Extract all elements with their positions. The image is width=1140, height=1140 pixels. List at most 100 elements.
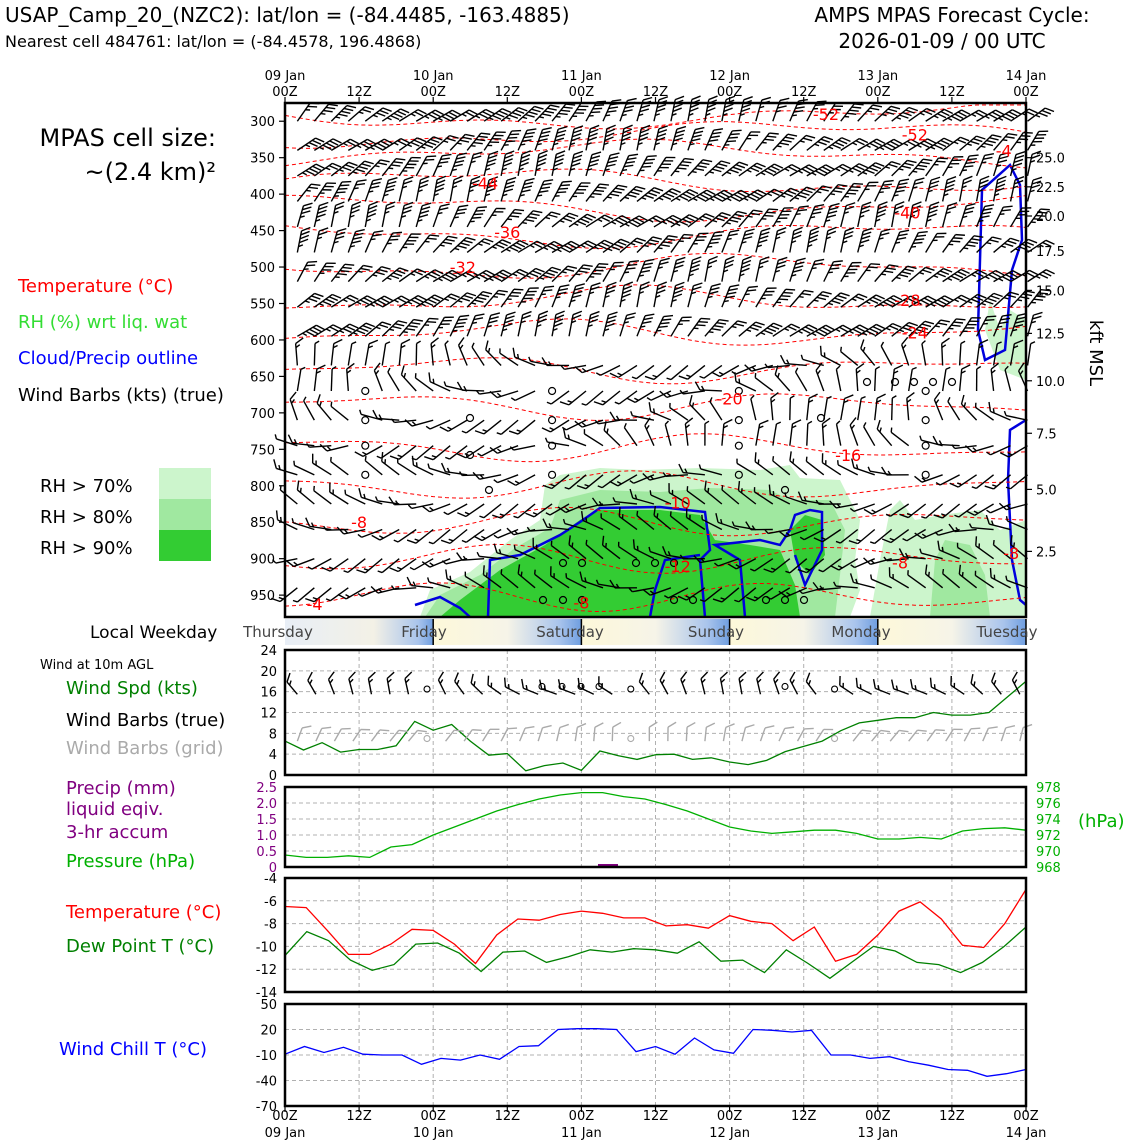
wind-barb (840, 202, 856, 228)
wind-barb-flag (487, 158, 497, 163)
wind-barb-flag (448, 235, 458, 239)
wind-barb-flag (613, 243, 624, 249)
wind-barb-flag (316, 213, 326, 218)
wind-barb (398, 201, 414, 228)
wind-barb-flag (501, 108, 512, 114)
wind-barb-flag (633, 240, 643, 245)
wind-barb-flag (692, 243, 698, 245)
wind-barb-flag (923, 140, 933, 146)
wind-barb-flag (615, 187, 625, 191)
wind-barb-flag (572, 195, 578, 198)
wind-barb-flag (538, 150, 548, 155)
legend-rh70: RH > 70% (40, 476, 133, 497)
wind-barb (772, 187, 800, 202)
wind-barb (415, 202, 432, 228)
wind-barb-flag (353, 187, 359, 190)
wind-barb (772, 133, 798, 151)
wind-barb-flag (512, 273, 518, 277)
cloud-outline (711, 508, 824, 618)
wind-barb-flag (896, 237, 907, 241)
wind-barb-flag (381, 266, 391, 270)
wind-barb-flag (980, 215, 990, 219)
wind-barb (636, 187, 664, 202)
wind-barb-flag (459, 139, 470, 143)
top-time-hour: 12Z (495, 85, 521, 100)
wind-barb (330, 263, 355, 283)
wind-barb-flag (963, 210, 974, 215)
wind-barb-flag (305, 189, 311, 192)
wind-barb (296, 260, 318, 282)
wind-barb-flag (466, 236, 476, 241)
wind-barb-flag (777, 105, 787, 109)
wind-barb-flag (675, 197, 681, 201)
wind-barb-flag (388, 167, 394, 170)
wind-barb-flag (967, 143, 972, 147)
wind-barb-flag (440, 157, 450, 161)
wind-barb-flag (718, 214, 728, 219)
wind-barb-flag (352, 171, 358, 174)
wind-barb-flag (947, 117, 953, 121)
wind-barb-flag (927, 138, 937, 144)
bottom-time-hour: 12Z (643, 1109, 669, 1124)
pressure-tick-label: 968 (1036, 861, 1061, 876)
wind-barb-flag (806, 186, 816, 191)
wind-barb-flag (424, 240, 430, 243)
wind-barb-flag (502, 269, 512, 275)
wind-barb-flag (943, 108, 954, 115)
wind-barb (551, 265, 578, 283)
top-time-date: 10 Jan (413, 69, 454, 84)
wind-barb-flag (442, 241, 453, 245)
wind-barb-flag (495, 273, 505, 280)
wind-barb-flag (846, 192, 857, 195)
wind-barb-flag (694, 167, 705, 172)
wind-barb-flag (485, 193, 491, 197)
wind-barb-flag (661, 195, 672, 200)
wind-barb-flag (562, 180, 572, 183)
wind-barb-flag (764, 138, 774, 142)
wind-barb-flag (302, 172, 307, 176)
wind-barb-flag (473, 151, 483, 156)
wind-barb-flag (746, 137, 752, 140)
temperature-contour-label: -28 (894, 291, 920, 310)
wind-barb-flag (461, 273, 467, 278)
wind-barb-flag (561, 271, 567, 274)
wind-barb-flag (644, 194, 654, 199)
wind-barb-flag (937, 141, 947, 148)
wind-barb-flag (535, 167, 541, 171)
wind-barb-flag (843, 234, 853, 240)
wind-barb-flag (438, 207, 449, 211)
wind-barb-flag (301, 210, 311, 215)
wind-barb (483, 150, 499, 177)
wind-barb-flag (606, 163, 616, 168)
wind-barb-flag (787, 190, 797, 195)
wind-barb-flag (875, 218, 881, 222)
wind-barb-flag (534, 105, 544, 110)
wind-barb-flag (753, 164, 763, 170)
wind-barb-flag (986, 139, 996, 144)
wind-barb (534, 266, 562, 283)
wind-barb (924, 176, 941, 202)
wind-barb-flag (716, 193, 726, 200)
wind-barb-flag (864, 188, 870, 191)
wind-barb-flag (1031, 154, 1041, 159)
wind-barb (585, 124, 600, 151)
wind-barb-flag (976, 135, 986, 140)
cloud-outline (414, 595, 471, 618)
wind-barb (636, 124, 651, 151)
wind-barb-flag (963, 247, 969, 250)
wind-barb (347, 228, 365, 253)
wind-barb-flag (791, 240, 797, 244)
wind-barb-flag (817, 100, 827, 103)
panel-tick-label: 12 (260, 707, 277, 722)
wind-barb-flag (689, 142, 695, 146)
wind-barb-flag (1040, 208, 1050, 211)
wind-barb-flag (328, 164, 339, 170)
wind-barb-flag (575, 273, 581, 276)
wind-barb-flag (573, 222, 579, 226)
wind-barb (449, 269, 478, 283)
wind-barb-flag (502, 162, 513, 167)
wind-barb-flag (895, 189, 905, 193)
wind-barb-flag (421, 202, 432, 207)
wind-barb-flag (928, 209, 938, 214)
wind-barb-flag (895, 201, 905, 206)
